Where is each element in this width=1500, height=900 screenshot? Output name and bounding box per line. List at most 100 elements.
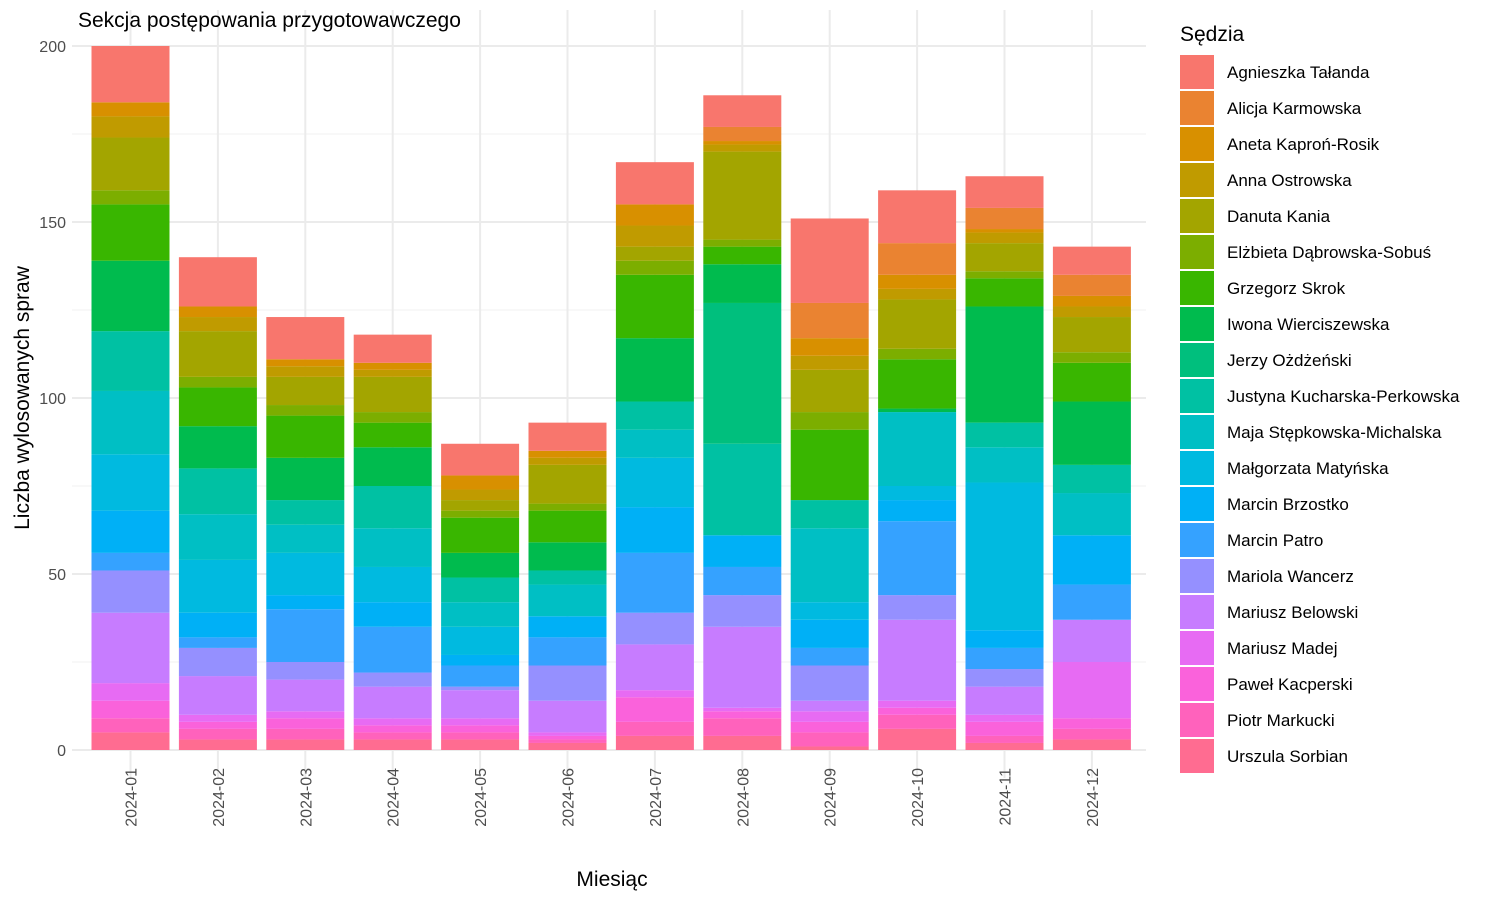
bar-segment bbox=[528, 450, 607, 458]
legend-label: Piotr Markucki bbox=[1227, 711, 1335, 730]
legend-swatch bbox=[1180, 91, 1214, 125]
bar-segment bbox=[91, 454, 170, 511]
bar-segment bbox=[1052, 464, 1131, 494]
bar-segment bbox=[528, 616, 607, 638]
bar-segment bbox=[1052, 662, 1131, 719]
bar-segment bbox=[615, 162, 694, 205]
bar-segment bbox=[965, 630, 1044, 648]
bar-segment bbox=[441, 602, 520, 627]
legend-swatch bbox=[1180, 667, 1214, 701]
legend-label: Mariusz Madej bbox=[1227, 639, 1338, 658]
legend-label: Maja Stępkowska-Michalska bbox=[1227, 423, 1442, 442]
bar-segment bbox=[178, 514, 257, 560]
bar-segment bbox=[615, 644, 694, 691]
bar-segment bbox=[441, 626, 520, 655]
bar-segment bbox=[178, 426, 257, 469]
legend-label: Alicja Karmowska bbox=[1227, 99, 1362, 118]
bar-segment bbox=[703, 707, 782, 712]
bar-segment bbox=[878, 707, 957, 715]
legend-label: Mariola Wancerz bbox=[1227, 567, 1354, 586]
bar-segment bbox=[528, 700, 607, 733]
bar-segment bbox=[441, 732, 520, 740]
bar-segment bbox=[266, 679, 345, 712]
bar-segment bbox=[91, 683, 170, 701]
bar-segment bbox=[615, 690, 694, 698]
legend-label: Iwona Wierciszewska bbox=[1227, 315, 1390, 334]
bar-segment bbox=[178, 676, 257, 715]
bar-segment bbox=[528, 542, 607, 571]
bar-segment bbox=[353, 369, 432, 377]
x-tick-label: 2024-06 bbox=[561, 768, 578, 827]
x-tick-label: 2024-05 bbox=[473, 768, 490, 827]
bar-segment bbox=[965, 686, 1044, 715]
legend-label: Aneta Kaproń-Rosik bbox=[1227, 135, 1380, 154]
bar-segment bbox=[178, 306, 257, 318]
bar-segment bbox=[965, 271, 1044, 279]
bar-segment bbox=[790, 711, 869, 722]
bar-segment bbox=[528, 637, 607, 666]
bar-segment bbox=[1052, 295, 1131, 307]
bar-segment bbox=[965, 176, 1044, 208]
bar-segment bbox=[1052, 274, 1131, 296]
bar-segment bbox=[91, 116, 170, 138]
bar-segment bbox=[965, 742, 1044, 750]
legend-swatch bbox=[1180, 343, 1214, 377]
bar-segment bbox=[528, 464, 607, 504]
bar-segment bbox=[703, 535, 782, 567]
legend-swatch bbox=[1180, 739, 1214, 773]
bar-segment bbox=[441, 510, 520, 518]
bar-segment bbox=[1052, 718, 1131, 729]
bar-segment bbox=[353, 686, 432, 719]
bar-segment bbox=[528, 739, 607, 743]
bar-segment bbox=[703, 566, 782, 596]
bar-segment bbox=[790, 746, 869, 750]
bar-segment bbox=[266, 500, 345, 525]
bar-segment bbox=[353, 362, 432, 370]
bar-segment bbox=[441, 577, 520, 603]
bar-segment bbox=[1052, 352, 1131, 363]
bar-segment bbox=[790, 700, 869, 712]
bar-segment bbox=[790, 647, 869, 666]
bar-segment bbox=[178, 468, 257, 515]
bar-segment bbox=[878, 500, 957, 522]
x-tick-label: 2024-07 bbox=[648, 768, 665, 827]
legend: Sędzia Agnieszka Tałanda Alicja Karmowska… bbox=[1180, 23, 1460, 773]
bar-segment bbox=[965, 647, 1044, 670]
bar-segment bbox=[965, 229, 1044, 233]
bar-segment bbox=[703, 246, 782, 265]
bar-segment bbox=[91, 570, 170, 613]
bar-segment bbox=[353, 528, 432, 567]
bar-segment bbox=[878, 486, 957, 501]
bar-segment bbox=[790, 355, 869, 370]
bar-segment bbox=[878, 619, 957, 701]
bar-segment bbox=[441, 654, 520, 666]
bar-segment bbox=[441, 718, 520, 726]
bar-segment bbox=[878, 412, 957, 486]
bar-segment bbox=[441, 686, 520, 691]
y-tick-label: 150 bbox=[39, 215, 66, 232]
bar-segment bbox=[91, 612, 170, 684]
bar-segment bbox=[878, 348, 957, 360]
x-tick-label: 2024-03 bbox=[298, 768, 315, 827]
bar-segment bbox=[528, 732, 607, 736]
bar-segment bbox=[353, 602, 432, 627]
bar-segment bbox=[1052, 401, 1131, 465]
bar-segment bbox=[266, 359, 345, 367]
bar-segment bbox=[178, 714, 257, 722]
bar-segment bbox=[266, 366, 345, 377]
bar-segment bbox=[441, 443, 520, 476]
bar-segment bbox=[790, 302, 869, 339]
bar-segment bbox=[353, 732, 432, 740]
bar-segment bbox=[528, 503, 607, 511]
bar-segment bbox=[441, 500, 520, 511]
legend-swatch bbox=[1180, 703, 1214, 737]
legend-label: Jerzy Ożdżeński bbox=[1227, 351, 1352, 370]
bar-segment bbox=[528, 735, 607, 740]
bar-segment bbox=[790, 721, 869, 733]
bar-segment bbox=[441, 725, 520, 733]
bar-segment bbox=[878, 714, 957, 729]
bar-segment bbox=[615, 338, 694, 402]
bar-segment bbox=[615, 735, 694, 750]
bar-segment bbox=[178, 637, 257, 648]
bar-segment bbox=[353, 626, 432, 673]
